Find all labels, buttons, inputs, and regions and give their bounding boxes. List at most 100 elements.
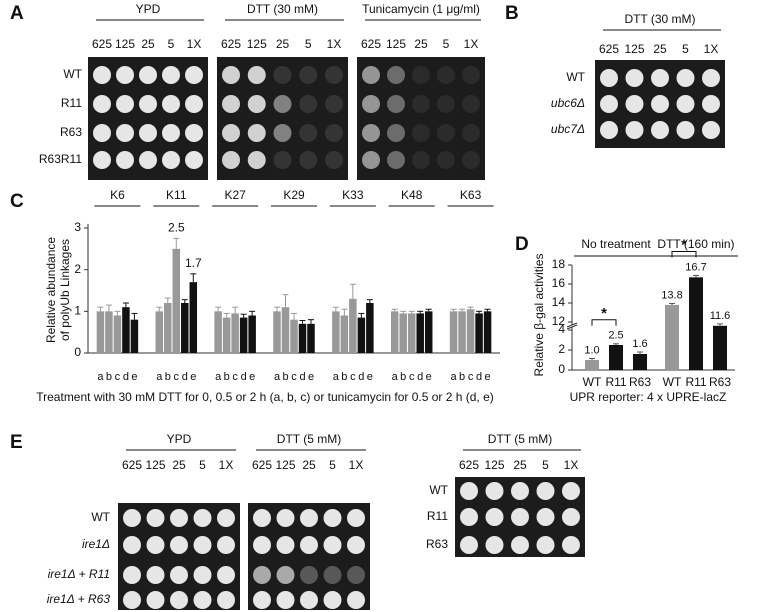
colony-spot — [536, 536, 555, 554]
colony-spot — [139, 151, 157, 169]
y-tick-label: 2 — [74, 262, 81, 276]
bar-label: a — [333, 371, 340, 383]
label: 125 — [247, 37, 267, 51]
bar-label: c — [115, 371, 121, 383]
bar-label: c — [174, 371, 180, 383]
bar — [475, 313, 483, 353]
bar — [290, 319, 298, 353]
label: YPD — [167, 432, 192, 446]
value-label: 1.7 — [185, 256, 202, 270]
colony-spot — [347, 509, 365, 527]
bar-label: e — [367, 371, 373, 383]
label: 625 — [221, 37, 241, 51]
colony-spot — [170, 509, 188, 527]
label: 5 — [168, 37, 175, 51]
colony-spot — [600, 69, 618, 87]
label: 625 — [599, 42, 619, 56]
panel-label: B — [505, 3, 519, 24]
colony-spot — [651, 95, 669, 113]
bar — [113, 315, 122, 353]
colony-spot — [323, 566, 342, 584]
bar — [340, 315, 349, 353]
colony-spot — [222, 95, 240, 113]
label: 125 — [484, 458, 504, 472]
colony-spot — [123, 591, 141, 609]
value-label: 2.5 — [168, 221, 185, 235]
x-axis-title: UPR reporter: 4 x UPRE-lacZ — [570, 390, 727, 404]
colony-spot — [460, 508, 478, 526]
colony-spot — [139, 95, 157, 113]
colony-spot — [412, 151, 430, 169]
x-tick-label: R63 — [629, 375, 651, 389]
colony-spot — [273, 124, 292, 142]
colony-spot — [702, 69, 720, 87]
colony-spot — [387, 95, 405, 113]
colony-spot — [347, 536, 365, 554]
bar — [416, 313, 424, 353]
label: 625 — [459, 458, 479, 472]
label: Tunicamycin (1 μg/ml) — [362, 2, 480, 16]
colony-spot — [116, 95, 134, 113]
label: 5 — [443, 37, 450, 51]
bar — [466, 309, 475, 353]
bar — [214, 311, 222, 353]
colony-spot — [412, 66, 430, 84]
label: WT — [566, 70, 585, 84]
label: ire1Δ + R63 — [47, 592, 111, 606]
colony-spot — [625, 121, 644, 139]
bar-label: e — [249, 371, 255, 383]
bar-label: e — [308, 371, 314, 383]
y-tick-label: 2 — [558, 342, 565, 356]
y-tick-label: 4 — [558, 322, 565, 336]
colony-spot — [300, 536, 318, 554]
label: DTT (30 mM) — [624, 12, 695, 26]
colony-spot — [273, 151, 292, 169]
panel-label: A — [10, 3, 24, 24]
colony-spot — [362, 124, 380, 142]
bar-label: c — [350, 371, 356, 383]
x-tick-label: WT — [663, 375, 682, 389]
colony-spot — [676, 69, 695, 87]
y-tick-label: 0 — [558, 362, 565, 376]
group-label: K27 — [224, 188, 246, 202]
bar-label: a — [97, 371, 104, 383]
colony-spot — [276, 566, 295, 584]
label: 125 — [275, 458, 295, 472]
label: 5 — [305, 37, 312, 51]
colony-spot — [702, 95, 720, 113]
colony-spot — [702, 121, 720, 139]
bar — [298, 323, 307, 353]
colony-spot — [325, 95, 343, 113]
bar-label: a — [274, 371, 281, 383]
colony-spot — [511, 508, 529, 526]
value-label: 11.6 — [710, 310, 731, 322]
colony-spot — [93, 66, 111, 84]
colony-spot — [139, 124, 157, 142]
colony-spot — [247, 151, 266, 169]
bar — [172, 248, 181, 353]
bar — [633, 354, 647, 370]
bar-label: b — [165, 371, 171, 383]
colony-spot — [193, 566, 212, 584]
bar-label: a — [451, 371, 458, 383]
colony-spot — [460, 482, 478, 500]
colony-spot — [217, 509, 235, 527]
label: DTT (5 mM) — [488, 432, 552, 446]
colony-spot — [193, 509, 212, 527]
colony-spot — [437, 151, 455, 169]
colony-spot — [600, 121, 618, 139]
colony-spot — [462, 151, 480, 169]
label: 125 — [115, 37, 135, 51]
colony-spot — [323, 509, 342, 527]
colony-spot — [116, 124, 134, 142]
colony-spot — [276, 509, 295, 527]
bar — [458, 311, 466, 353]
colony-spot — [485, 482, 504, 500]
label: R63 — [426, 537, 448, 551]
colony-spot — [299, 95, 318, 113]
label: ubc6Δ — [551, 96, 585, 110]
bar — [181, 303, 189, 353]
colony-spot — [511, 536, 529, 554]
label: R63R11 — [39, 152, 82, 166]
